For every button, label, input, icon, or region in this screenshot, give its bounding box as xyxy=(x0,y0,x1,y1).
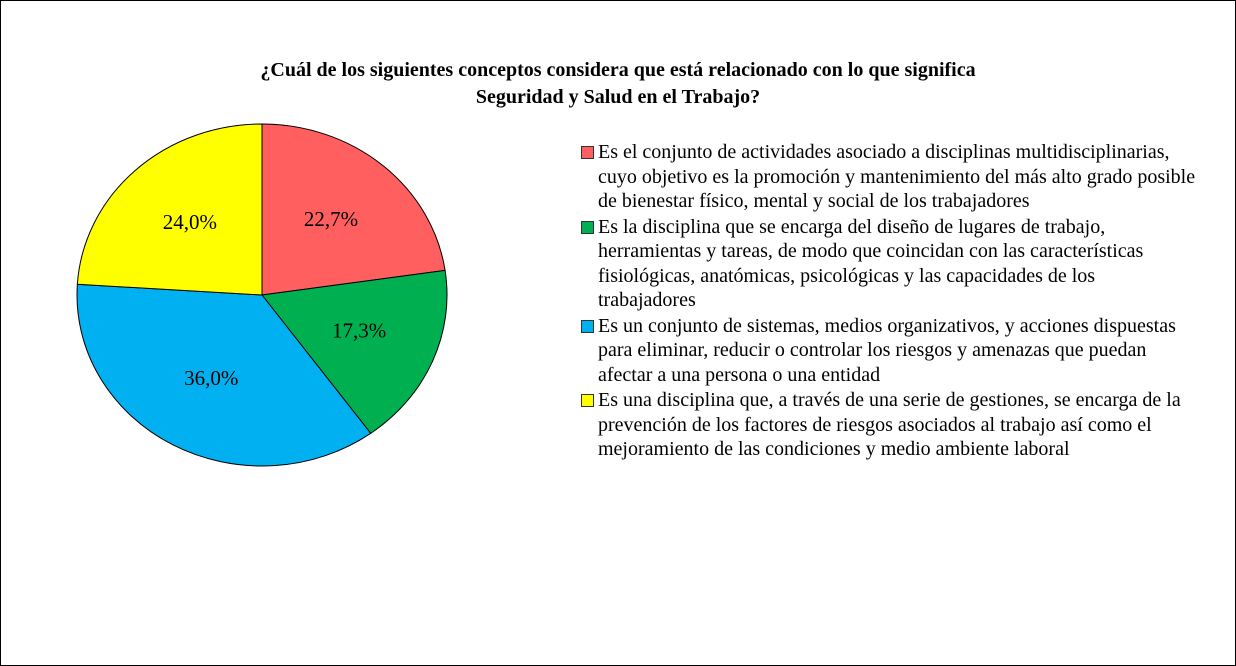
pie-slice xyxy=(261,269,448,435)
data-label: 17,3% xyxy=(332,319,386,343)
legend-label: Es una disciplina que, a través de una s… xyxy=(598,389,1181,460)
legend-swatch xyxy=(581,220,594,234)
legend-item: Es la disciplina que se encarga del dise… xyxy=(581,215,1196,313)
legend-item: Es un conjunto de sistemas, medios organ… xyxy=(581,314,1196,388)
legend-item: Es una disciplina que, a través de una s… xyxy=(581,388,1196,462)
legend-label: Es el conjunto de actividades asociado a… xyxy=(598,141,1196,212)
data-label: 22,7% xyxy=(304,207,358,231)
pie-slice xyxy=(261,123,446,296)
legend-swatch xyxy=(581,394,594,407)
legend-item: Es el conjunto de actividades asociado a… xyxy=(581,140,1196,214)
pie-slice xyxy=(76,123,263,296)
legend-label: Es un conjunto de sistemas, medios organ… xyxy=(598,314,1176,386)
legend-swatch xyxy=(581,146,594,159)
legend: Es el conjunto de actividades asociado a… xyxy=(581,140,1196,463)
chart-title: ¿Cuál de los siguientes conceptos consid… xyxy=(260,59,976,108)
legend-label: Es la disciplina que se encarga del dise… xyxy=(598,215,1144,312)
data-label: 24,0% xyxy=(163,210,217,234)
legend-swatch xyxy=(581,319,594,333)
pie-slice xyxy=(76,283,372,467)
data-label: 36,0% xyxy=(184,366,238,390)
